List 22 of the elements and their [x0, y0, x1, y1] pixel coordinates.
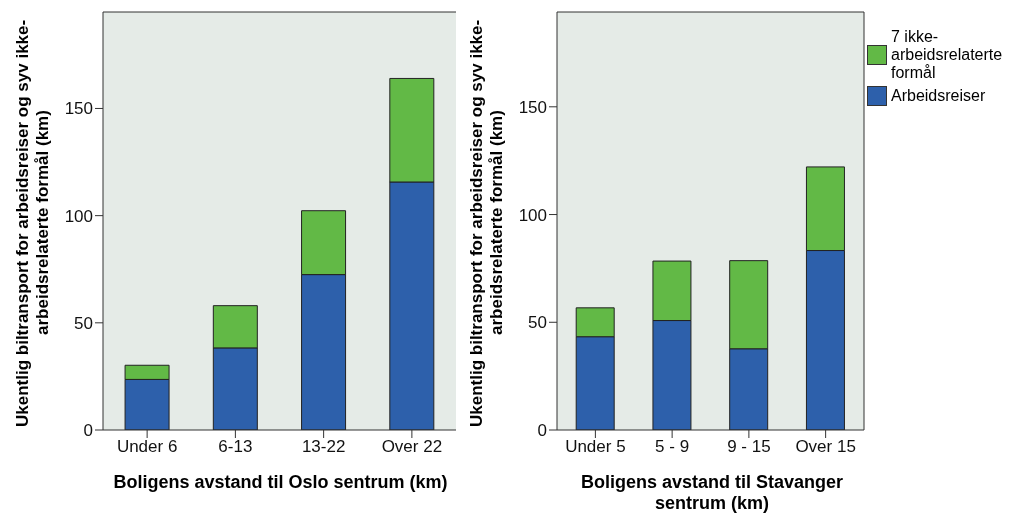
x-tick-label: 13-22 [301, 437, 346, 457]
y-tick-label: 0 [83, 421, 93, 441]
x-tick-label: Under 6 [116, 437, 178, 457]
y-tick-label: 100 [518, 205, 547, 225]
y-tick-label: 50 [528, 313, 547, 333]
x-axis-title: Boligens avstand til Oslo sentrum (km) [112, 472, 449, 493]
y-axis-title: Ukentlig biltransport for arbeidsreiser og syv ikke-arbeidsrelaterte formål (km) [467, 18, 507, 429]
y-tick-label: 50 [74, 313, 93, 333]
y-tick-label: 0 [537, 421, 547, 441]
legend-label: Arbeidsreiser [891, 87, 987, 105]
x-tick-label: 9 - 15 [727, 437, 771, 457]
x-tick-label: Over 22 [381, 437, 443, 457]
y-axis-title: Ukentlig biltransport for arbeidsreiser og syv ikke-arbeidsrelaterte formål (km) [13, 18, 53, 429]
x-tick-label: Under 5 [565, 437, 626, 457]
x-tick-label: Over 15 [795, 437, 856, 457]
legend-label: 7 ikke-arbeidsrelaterte formål [891, 28, 1004, 82]
y-tick-label: 150 [64, 99, 93, 119]
x-axis-title: Boligens avstand til Stavanger sentrum (km) [579, 472, 845, 514]
x-tick-label: 5 - 9 [655, 437, 690, 457]
y-tick-label: 100 [64, 206, 93, 226]
y-tick-label: 150 [518, 97, 547, 117]
x-tick-label: 6-13 [218, 437, 253, 457]
